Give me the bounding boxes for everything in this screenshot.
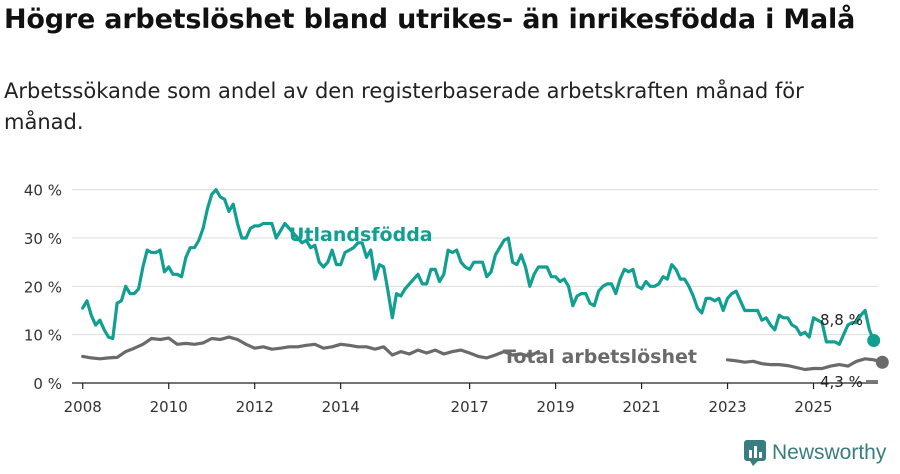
brand-logo[interactable]: Newsworthy <box>744 440 886 466</box>
end-label-utlandsfodda: 8,8 % <box>820 311 863 329</box>
y-tick-label: 30 % <box>24 230 62 248</box>
x-tick-label: 2012 <box>236 398 274 416</box>
series-line-total <box>81 335 540 361</box>
y-tick-label: 0 % <box>33 375 62 393</box>
x-tick-label: 2019 <box>537 398 575 416</box>
end-point-total <box>875 355 889 369</box>
y-tick-label: 20 % <box>24 278 62 296</box>
y-tick-label: 40 % <box>24 182 62 200</box>
y-axis-ticks: 0 % 10 % 20 % 30 % 40 % <box>24 182 62 393</box>
chart-title: Högre arbetslöshet bland utrikes- än inr… <box>4 4 856 35</box>
newsworthy-logo-icon <box>744 440 766 466</box>
x-axis: 2008 2010 2012 2014 2017 2019 2021 2023 2025 <box>64 382 878 416</box>
gridlines <box>72 189 878 336</box>
y-tick-label: 10 % <box>24 327 62 345</box>
series-label-utlandsfodda: Utlandsfödda <box>289 224 433 246</box>
x-tick-label: 2008 <box>64 398 102 416</box>
x-tick-label: 2017 <box>451 398 489 416</box>
x-tick-label: 2014 <box>322 398 360 416</box>
end-point-utlandsfodda <box>867 333 881 347</box>
x-tick-label: 2021 <box>622 398 660 416</box>
chart-subtitle: Arbetssökande som andel av den registerb… <box>4 79 804 134</box>
series-lines <box>81 188 889 372</box>
series-label-total: Total arbetslöshet <box>503 346 697 368</box>
end-label-total: 4,3 % <box>820 373 863 391</box>
series-labels: Utlandsfödda Total arbetslöshet 8,8 % 4,3 % <box>289 224 878 391</box>
x-tick-label: 2010 <box>150 398 188 416</box>
series-line-total <box>725 357 884 372</box>
brand-name: Newsworthy <box>772 441 887 464</box>
series-line-utlandsfodda <box>81 188 876 346</box>
x-tick-label: 2025 <box>794 398 832 416</box>
x-tick-label: 2023 <box>708 398 746 416</box>
